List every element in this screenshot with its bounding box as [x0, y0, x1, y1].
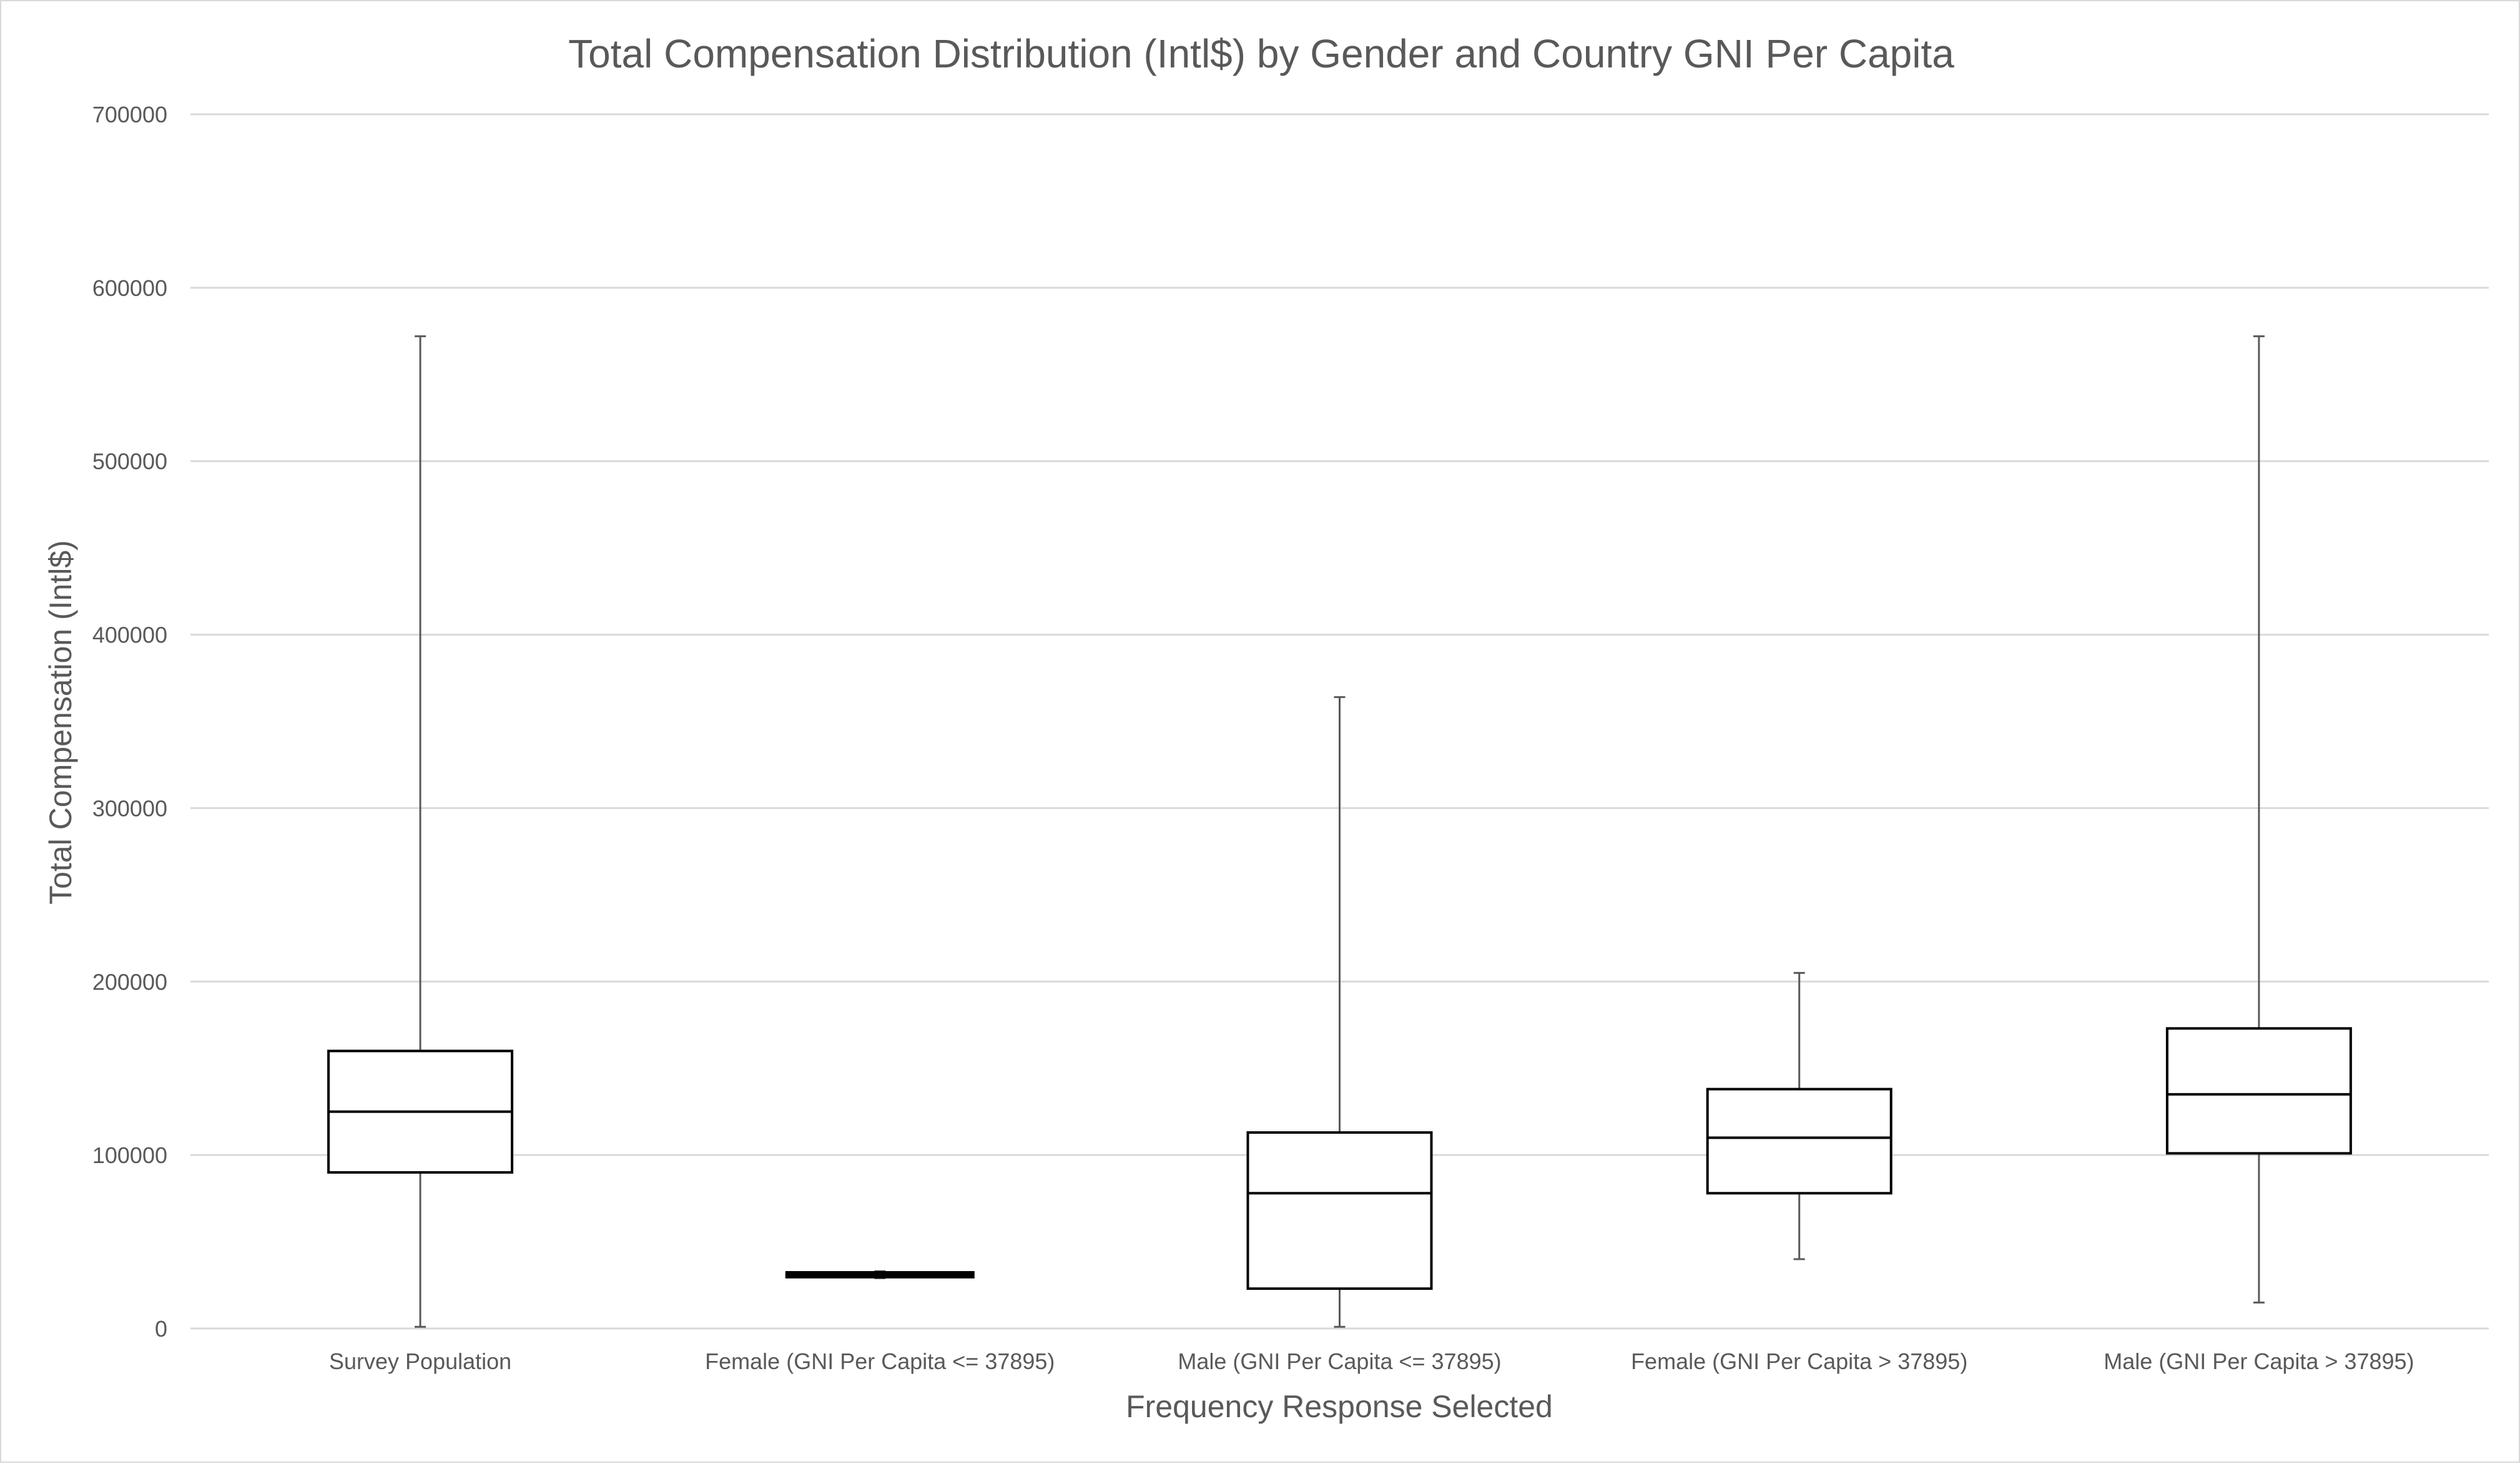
y-tick-label: 200000 — [92, 969, 167, 995]
y-tick-label: 500000 — [92, 449, 167, 474]
box-series-2 — [785, 1270, 975, 1279]
y-tick-label: 600000 — [92, 275, 167, 301]
x-axis-ticks: Survey Population Female (GNI Per Capita … — [329, 1349, 2414, 1374]
box-series-1 — [327, 335, 514, 1328]
iqr-box — [1246, 1131, 1433, 1290]
iqr-box — [2165, 1027, 2352, 1155]
box-series-5 — [2165, 335, 2352, 1304]
y-tick-label: 0 — [155, 1316, 167, 1342]
y-axis-title: Total Compensation (Intl$) — [43, 540, 78, 905]
iqr-box — [1706, 1088, 1892, 1195]
x-tick-label: Survey Population — [329, 1349, 511, 1374]
x-tick-label: Female (GNI Per Capita <= 37895) — [705, 1349, 1055, 1374]
box-series-3 — [1246, 696, 1433, 1328]
box-series-4 — [1706, 971, 1892, 1260]
boxes — [327, 335, 2352, 1328]
x-tick-label: Male (GNI Per Capita > 37895) — [2104, 1349, 2414, 1374]
y-tick-label: 300000 — [92, 795, 167, 821]
y-axis-ticks: 0 100000 200000 300000 400000 500000 600000 700… — [92, 102, 167, 1342]
chart-title: Total Compensation Distribution (Intl$) … — [568, 31, 1954, 76]
x-tick-label: Female (GNI Per Capita > 37895) — [1631, 1349, 1967, 1374]
x-axis-title: Frequency Response Selected — [1126, 1389, 1553, 1424]
x-tick-label: Male (GNI Per Capita <= 37895) — [1178, 1349, 1501, 1374]
y-tick-label: 400000 — [92, 622, 167, 648]
y-tick-label: 700000 — [92, 102, 167, 127]
y-tick-label: 100000 — [92, 1142, 167, 1168]
